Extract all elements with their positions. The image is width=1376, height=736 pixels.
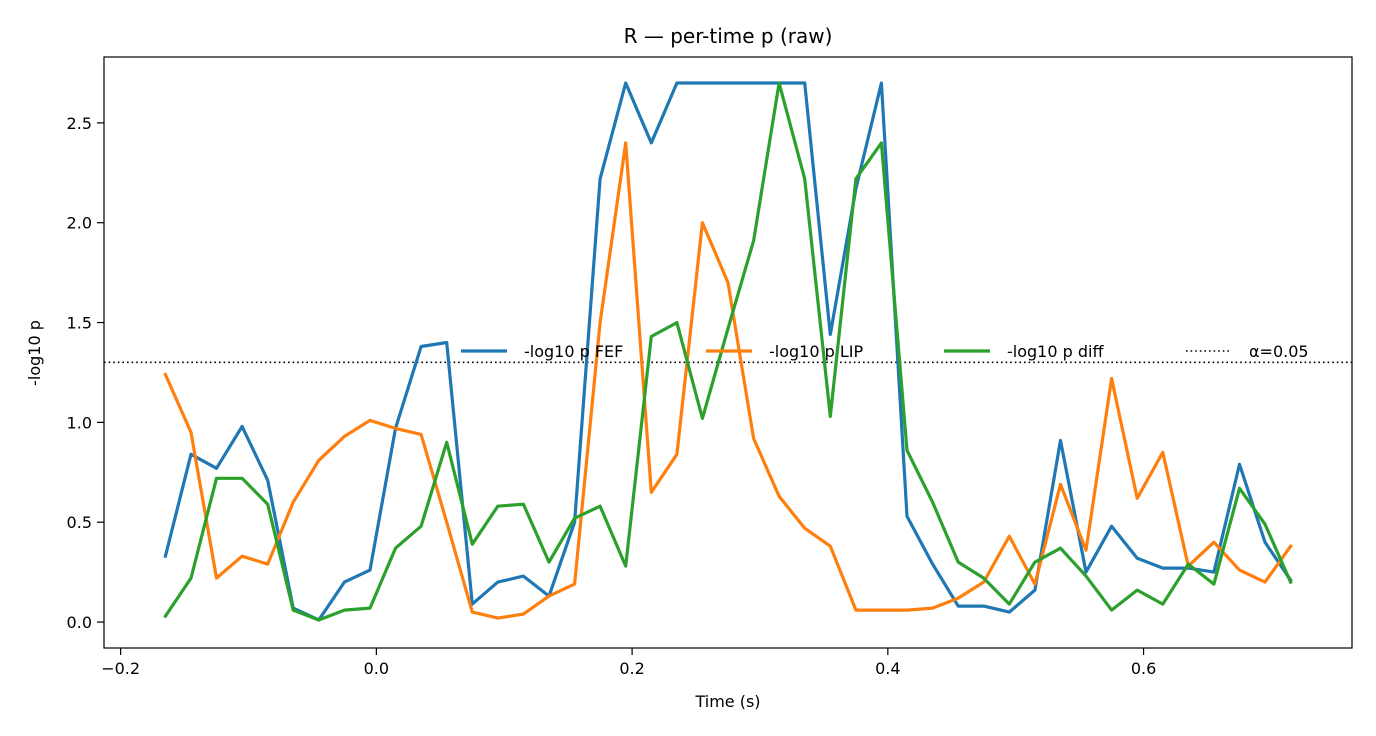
chart-title: R — per-time p (raw) (624, 24, 833, 48)
series-line-2 (163, 141, 1293, 620)
x-tick-label: −0.2 (101, 659, 140, 678)
x-axis: −0.2 0.0 0.2 0.4 0.6 (101, 648, 1156, 678)
series-line-1 (163, 81, 1293, 622)
y-tick-label: 1.5 (67, 314, 92, 333)
legend: -log10 p FEF -log10 p LIP -log10 p diff α=0… (461, 342, 1309, 361)
legend-label: -log10 p LIP (769, 342, 863, 361)
x-tick-label: 0.0 (364, 659, 389, 678)
x-tick-label: 0.2 (619, 659, 644, 678)
y-axis-label: -log10 p (25, 320, 44, 386)
y-tick-label: 2.5 (67, 114, 92, 133)
plot-area (104, 81, 1352, 622)
y-tick-label: 1.0 (67, 413, 92, 432)
legend-label: -log10 p diff (1007, 342, 1104, 361)
legend-label: α=0.05 (1249, 342, 1309, 361)
y-tick-label: 0.5 (67, 513, 92, 532)
x-tick-label: 0.4 (875, 659, 900, 678)
y-tick-label: 0.0 (67, 613, 92, 632)
y-axis: 0.0 0.5 1.0 1.5 2.0 2.5 (67, 114, 104, 632)
series-line-3 (163, 81, 1293, 622)
y-tick-label: 2.0 (67, 214, 92, 233)
x-tick-label: 0.6 (1131, 659, 1156, 678)
x-axis-label: Time (s) (694, 692, 760, 711)
legend-label: -log10 p FEF (524, 342, 623, 361)
plot-frame (103, 56, 1353, 649)
